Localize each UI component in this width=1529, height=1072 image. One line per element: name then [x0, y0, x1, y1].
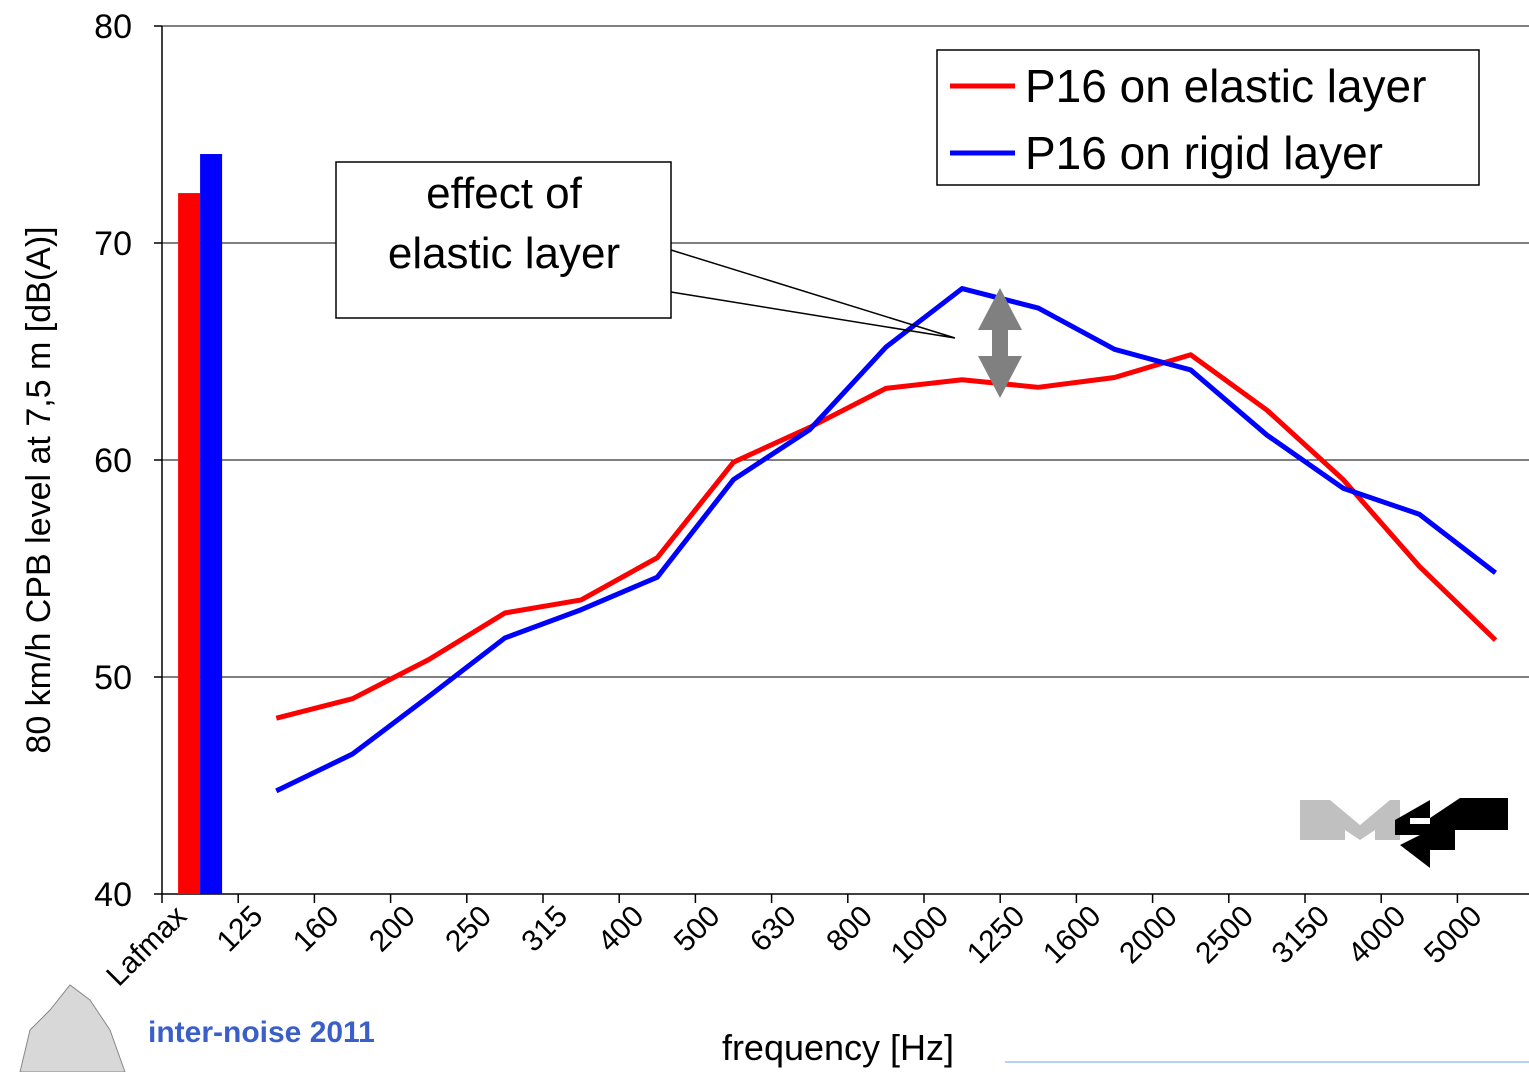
- x-tick-label: 4000: [1342, 900, 1413, 971]
- x-tick-label: 500: [668, 900, 727, 959]
- x-tick-label: 1600: [1037, 900, 1108, 971]
- annotation-box: [335, 161, 672, 319]
- y-tick-label: 60: [94, 442, 132, 480]
- logo-text: inter-noise 2011: [148, 1016, 375, 1049]
- mp-logo: [1300, 798, 1508, 868]
- x-tick-label: 160: [287, 900, 346, 959]
- x-tick-label: 2000: [1113, 900, 1184, 971]
- annotation-pointer: [670, 249, 956, 339]
- x-tick-label: 3150: [1266, 900, 1337, 971]
- y-tick-label: 80: [94, 8, 132, 46]
- series-line: [275, 286, 1498, 794]
- series-line: [275, 352, 1498, 721]
- x-tick-label: 1250: [961, 900, 1032, 971]
- bar: [200, 154, 223, 894]
- conference-logo: inter-noise 2011: [19, 984, 375, 1072]
- legend-label: P16 on rigid layer: [1025, 127, 1383, 179]
- legend-box: [936, 49, 1480, 186]
- x-tick-label: 125: [211, 900, 270, 959]
- legend-label: P16 on elastic layer: [1025, 60, 1426, 112]
- x-tick-label: 5000: [1418, 900, 1489, 971]
- x-axis-label: frequency [Hz]: [722, 1027, 954, 1068]
- x-tick-label: 2500: [1189, 900, 1260, 971]
- y-axis-label: 80 km/h CPB level at 7,5 m [dB(A)]: [20, 226, 58, 753]
- bar: [178, 193, 201, 895]
- x-tick-label: 1000: [885, 900, 956, 971]
- y-tick-label: 40: [94, 876, 132, 914]
- difference-arrow: [978, 288, 1022, 398]
- x-tick-label: 315: [515, 900, 574, 959]
- legend: P16 on elastic layer P16 on rigid layer: [950, 60, 1426, 179]
- x-tick-label: 400: [592, 900, 651, 959]
- x-tick-label: 800: [820, 900, 879, 959]
- annotation-text: effect of: [426, 169, 583, 218]
- x-tick-label: 200: [363, 900, 422, 959]
- y-tick-label: 70: [94, 225, 132, 263]
- x-tick-label: 630: [744, 900, 803, 959]
- y-tick-label: 50: [94, 659, 132, 697]
- x-tick-label: 250: [439, 900, 498, 959]
- annotation-text: elastic layer: [388, 229, 620, 278]
